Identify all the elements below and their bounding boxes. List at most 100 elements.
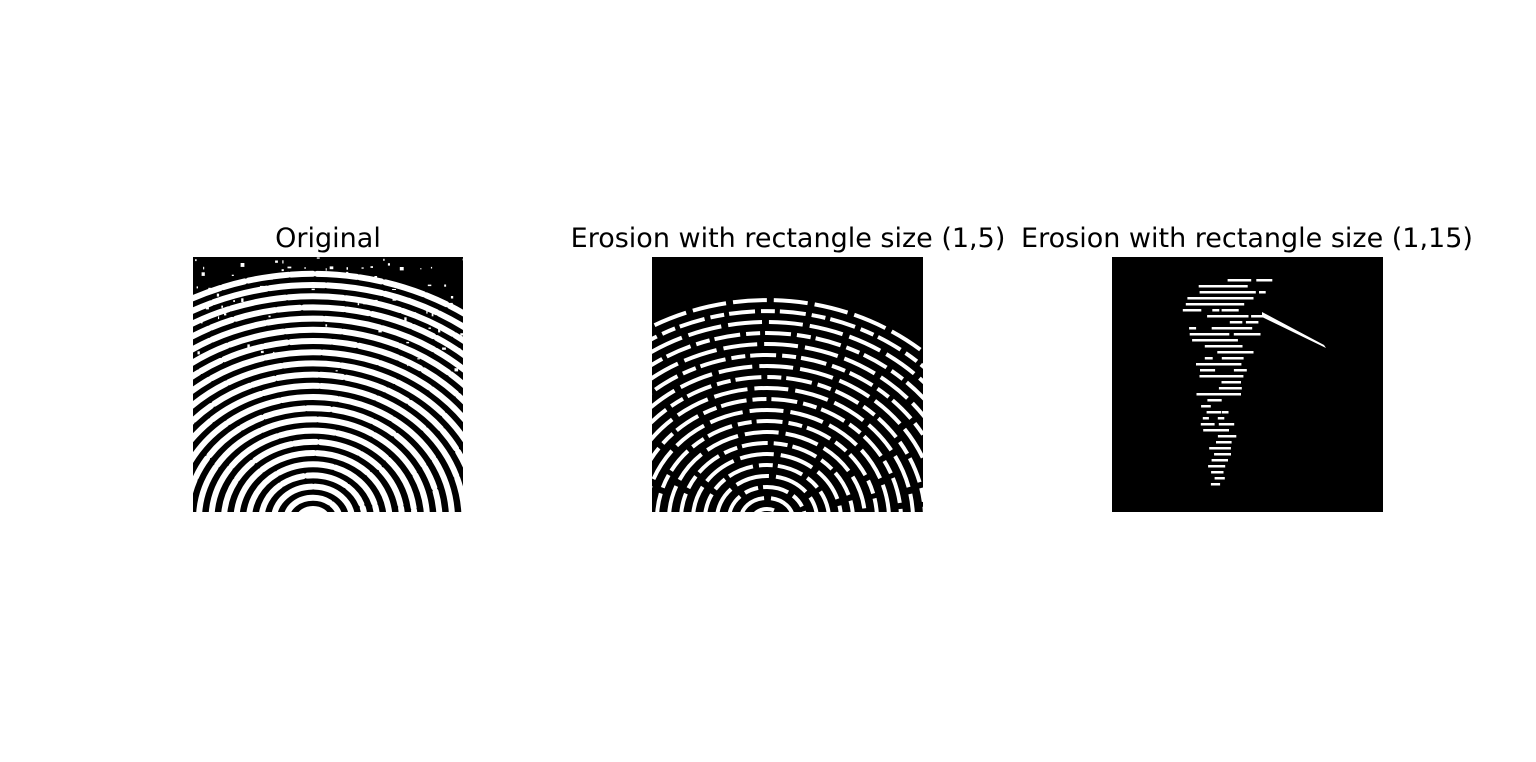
eroded-streak	[1204, 357, 1213, 360]
eroded-streak	[1189, 327, 1197, 330]
noise-speck	[378, 328, 382, 333]
eroded-streak	[1221, 411, 1229, 414]
eroded-streak	[1207, 315, 1249, 318]
eroded-ridge	[727, 485, 807, 512]
noise-speck	[247, 344, 250, 348]
fingerprint-ridge	[208, 427, 418, 512]
eroded-ridge	[652, 375, 923, 512]
fingerprint-ridge	[193, 293, 463, 344]
noise-speck	[221, 305, 223, 308]
fingerprint-ridge	[193, 338, 463, 405]
noise-speck	[260, 350, 264, 354]
noise-speck	[399, 267, 404, 271]
noise-speck	[408, 297, 411, 300]
eroded-streak	[1198, 339, 1207, 342]
noise-speck	[374, 299, 378, 303]
fingerprint-ridge	[259, 472, 367, 512]
noise-speck	[198, 294, 201, 296]
fingerprint-ridge	[193, 405, 443, 512]
noise-speck	[335, 370, 338, 372]
noise-speck	[201, 272, 205, 276]
fingerprint-ridge	[193, 349, 463, 423]
fingerprint-original-image	[193, 257, 463, 512]
eroded-streak	[1208, 465, 1221, 468]
noise-speck	[357, 303, 360, 306]
noise-speck	[387, 263, 390, 266]
noise-speck	[254, 278, 258, 280]
noise-speck	[383, 258, 385, 261]
noise-speck	[229, 283, 233, 286]
eroded-streak	[1216, 471, 1223, 474]
panel-title-erosion-1x5: Erosion with rectangle size (1,5)	[570, 223, 1006, 254]
fingerprint-ridge	[246, 461, 380, 512]
noise-speck	[208, 287, 211, 291]
eroded-streak	[1217, 351, 1243, 354]
noise-speck	[296, 351, 300, 355]
noise-speck	[275, 260, 278, 263]
eroded-streak	[1185, 303, 1222, 306]
eroded-streak	[1217, 435, 1225, 438]
fingerprint-ridge	[196, 416, 430, 512]
noise-speck	[329, 266, 334, 270]
fingerprint-ridge	[193, 382, 463, 512]
noise-speck	[365, 323, 368, 326]
noise-speck	[195, 259, 197, 262]
noise-speck	[374, 276, 378, 279]
eroded-ridge	[652, 342, 923, 419]
eroded-streak	[1202, 417, 1209, 420]
eroded-ridge	[652, 309, 923, 369]
noise-speck	[438, 328, 441, 333]
eroded-streak	[1212, 447, 1229, 450]
eroded-ridge	[703, 463, 831, 512]
eroded-ridge	[652, 397, 903, 512]
eroded-streak	[1224, 435, 1237, 438]
noise-speck	[196, 286, 198, 289]
noise-speck	[358, 321, 362, 324]
eroded-ridge	[652, 364, 923, 464]
panel-title-original: Original	[275, 223, 381, 254]
eroded-streak	[1229, 321, 1243, 324]
fingerprint-ridge	[221, 438, 405, 512]
eroded-streak	[1222, 381, 1241, 384]
fingerprint-ridge	[193, 326, 463, 389]
noise-speck	[345, 330, 348, 333]
noise-speck	[200, 316, 204, 320]
noise-speck	[238, 281, 242, 283]
fingerprint-ridge	[284, 494, 342, 512]
eroded-streak	[1214, 285, 1237, 288]
eroded-streak	[1182, 309, 1202, 312]
noise-speck	[316, 257, 320, 259]
eroded-streak	[1206, 411, 1221, 414]
eroded-streak	[1218, 387, 1242, 390]
noise-speck	[202, 303, 205, 307]
eroded-streak	[1212, 309, 1220, 312]
noise-speck	[431, 313, 434, 317]
eroded-ridge	[652, 331, 923, 401]
eroded-streak	[1199, 291, 1237, 294]
noise-speck	[240, 263, 245, 267]
noise-speck	[420, 268, 422, 270]
eroded-streak	[1217, 417, 1225, 420]
panel-title-erosion-1x15: Erosion with rectangle size (1,15)	[1021, 223, 1473, 254]
noise-speck	[444, 284, 447, 287]
noise-speck	[286, 286, 288, 289]
noise-speck	[363, 301, 367, 305]
eroded-streak	[1211, 327, 1253, 330]
noise-speck	[404, 317, 407, 321]
eroded-ridge	[667, 430, 867, 512]
fingerprint-ridge	[271, 483, 355, 512]
eroded-streak	[1211, 297, 1254, 300]
noise-speck	[322, 306, 326, 310]
noise-speck	[211, 304, 213, 306]
eroded-ridge	[715, 474, 819, 512]
noise-speck	[417, 358, 420, 360]
noise-speck	[260, 285, 264, 288]
noise-speck	[333, 285, 338, 289]
fingerprint-ridge	[233, 450, 393, 512]
eroded-streak	[1200, 369, 1216, 372]
eroded-streak	[1208, 303, 1245, 306]
fingerprint-eroded-1x5-image	[652, 257, 923, 512]
noise-speck	[346, 267, 348, 270]
eroded-ridge	[679, 441, 855, 512]
eroded-streak	[1221, 357, 1244, 360]
